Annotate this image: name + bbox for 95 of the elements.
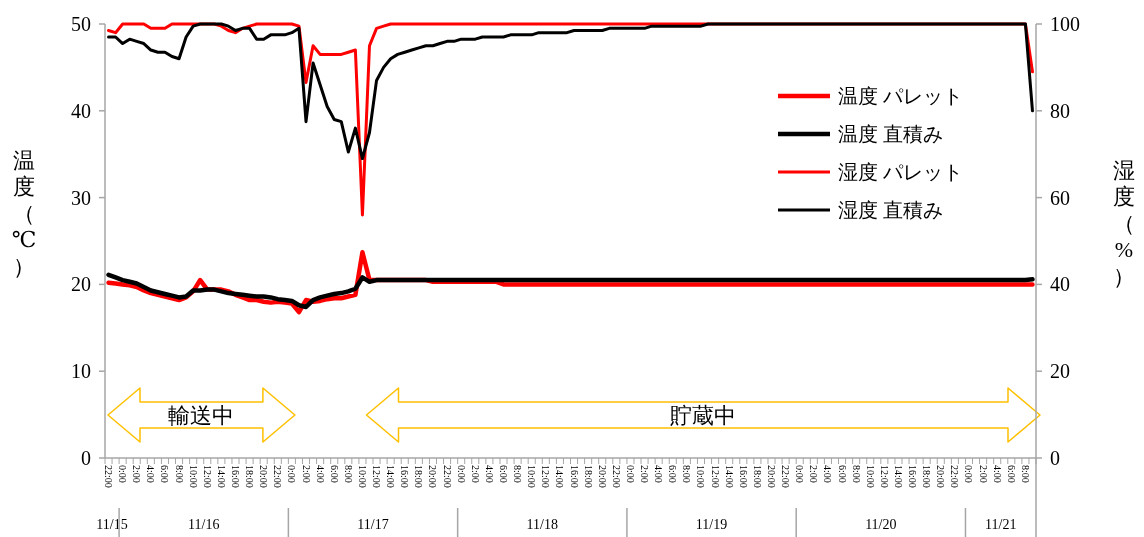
text: 11/16 <box>188 517 220 532</box>
legend-label: 湿度 パレット <box>838 161 963 183</box>
y2-tick-label: 40 <box>1050 273 1070 296</box>
line-series <box>106 272 1035 310</box>
x-tick-label: 10:00 <box>695 465 707 488</box>
x-tick-label: 18:00 <box>751 465 763 488</box>
x-tick-label: 0:00 <box>794 465 806 483</box>
x-tick-label: 12:00 <box>878 465 890 488</box>
x-tick-label: 6:00 <box>159 465 171 483</box>
y-tick-label: 10 <box>71 360 91 383</box>
x-tick-label: 22:00 <box>780 465 792 488</box>
text: 11/17 <box>357 517 389 532</box>
x-tick-label: 14:00 <box>892 465 904 488</box>
x-tick-label: 10:00 <box>864 465 876 488</box>
x-tick-label: 2:00 <box>639 465 651 483</box>
x-tick-label: 8:00 <box>681 465 693 483</box>
x-tick-label: 20:00 <box>258 465 270 488</box>
x-tick-label: 16:00 <box>399 465 411 488</box>
legend-label: 温度 パレット <box>838 85 963 107</box>
x-tick-label: 0:00 <box>624 465 636 483</box>
x-tick-label: 18:00 <box>582 465 594 488</box>
x-tick-label: 6:00 <box>328 465 340 483</box>
x-tick-label: 22:00 <box>441 465 453 488</box>
x-tick-label: 18:00 <box>244 465 256 488</box>
x-tick-label: 22:00 <box>103 465 115 488</box>
x-tick-label: 8:00 <box>342 465 354 483</box>
x-tick-label: 0:00 <box>117 465 129 483</box>
x-tick-label: 4:00 <box>822 465 834 483</box>
x-tick-label: 8:00 <box>1019 465 1031 483</box>
text: 11/21 <box>985 517 1017 532</box>
x-tick-label: 20:00 <box>427 465 439 488</box>
x-tick-label: 20:00 <box>766 465 778 488</box>
x-tick-label: 18:00 <box>921 465 933 488</box>
x-tick-label: 14:00 <box>215 465 227 488</box>
x-tick-label: 16:00 <box>568 465 580 488</box>
text: 11/18 <box>526 517 558 532</box>
x-tick-label: 4:00 <box>991 465 1003 483</box>
x-tick-label: 12:00 <box>371 465 383 488</box>
y-tick-label: 40 <box>71 99 91 122</box>
y2-axis-title: 湿度（%） <box>1113 158 1135 289</box>
x-tick-label: 8:00 <box>850 465 862 483</box>
annotation: 貯蔵中 <box>670 403 737 428</box>
x-tick-label: 0:00 <box>455 465 467 483</box>
legend-label: 湿度 直積み <box>838 199 943 221</box>
x-tick-label: 2:00 <box>131 465 143 483</box>
x-tick-label: 6:00 <box>1005 465 1017 483</box>
x-tick-label: 14:00 <box>554 465 566 488</box>
x-tick-label: 4:00 <box>653 465 665 483</box>
y-tick-label: 50 <box>71 13 91 35</box>
x-tick-label: 6:00 <box>667 465 679 483</box>
x-tick-label: 12:00 <box>540 465 552 488</box>
y-tick-label: 0 <box>81 447 91 469</box>
x-tick-label: 0:00 <box>286 465 298 483</box>
x-tick-label: 2:00 <box>469 465 481 483</box>
text: 11/20 <box>865 517 897 532</box>
x-tick-label: 4:00 <box>314 465 326 483</box>
x-tick-label: 2:00 <box>977 465 989 483</box>
x-tick-label: 10:00 <box>187 465 199 488</box>
x-tick-label: 22:00 <box>949 465 961 488</box>
x-tick-label: 4:00 <box>145 465 157 483</box>
x-tick-label: 10:00 <box>526 465 538 488</box>
x-tick-label: 16:00 <box>737 465 749 488</box>
text: 11/19 <box>695 517 728 532</box>
x-tick-label: 12:00 <box>201 465 213 488</box>
y-tick-label: 20 <box>71 273 91 296</box>
x-tick-label: 6:00 <box>498 465 509 483</box>
x-tick-label: 2:00 <box>300 465 312 483</box>
y-axis-title: 温度（℃） <box>11 148 37 279</box>
x-tick-label: 6:00 <box>836 465 848 483</box>
x-tick-label: 2:00 <box>808 465 820 483</box>
x-tick-label: 14:00 <box>385 465 397 488</box>
x-tick-label: 20:00 <box>596 465 608 488</box>
x-tick-label: 22:00 <box>272 465 284 488</box>
y2-tick-label: 20 <box>1050 360 1070 383</box>
y2-tick-label: 80 <box>1050 99 1070 122</box>
text: 11/15 <box>96 517 128 532</box>
line-series <box>107 22 1034 161</box>
x-tick-label: 10:00 <box>356 465 368 488</box>
x-tick-label: 8:00 <box>173 465 185 483</box>
legend-label: 温度 直積み <box>838 123 943 145</box>
y2-tick-label: 100 <box>1050 13 1080 35</box>
y2-tick-label: 60 <box>1050 186 1070 209</box>
x-tick-label: 22:00 <box>610 465 622 488</box>
x-tick-label: 18:00 <box>413 465 425 488</box>
x-tick-label: 12:00 <box>709 465 721 488</box>
x-tick-label: 20:00 <box>935 465 947 488</box>
x-tick-label: 0:00 <box>963 465 975 483</box>
x-tick-label: 16:00 <box>907 465 919 488</box>
y2-tick-label: 0 <box>1050 447 1060 469</box>
x-tick-label: 14:00 <box>723 465 735 488</box>
y-tick-label: 30 <box>71 186 91 209</box>
x-tick-label: 8:00 <box>512 465 524 483</box>
x-tick-label: 4:00 <box>483 465 495 483</box>
x-tick-label: 16:00 <box>229 465 241 488</box>
annotation: 輸送中 <box>168 403 235 428</box>
